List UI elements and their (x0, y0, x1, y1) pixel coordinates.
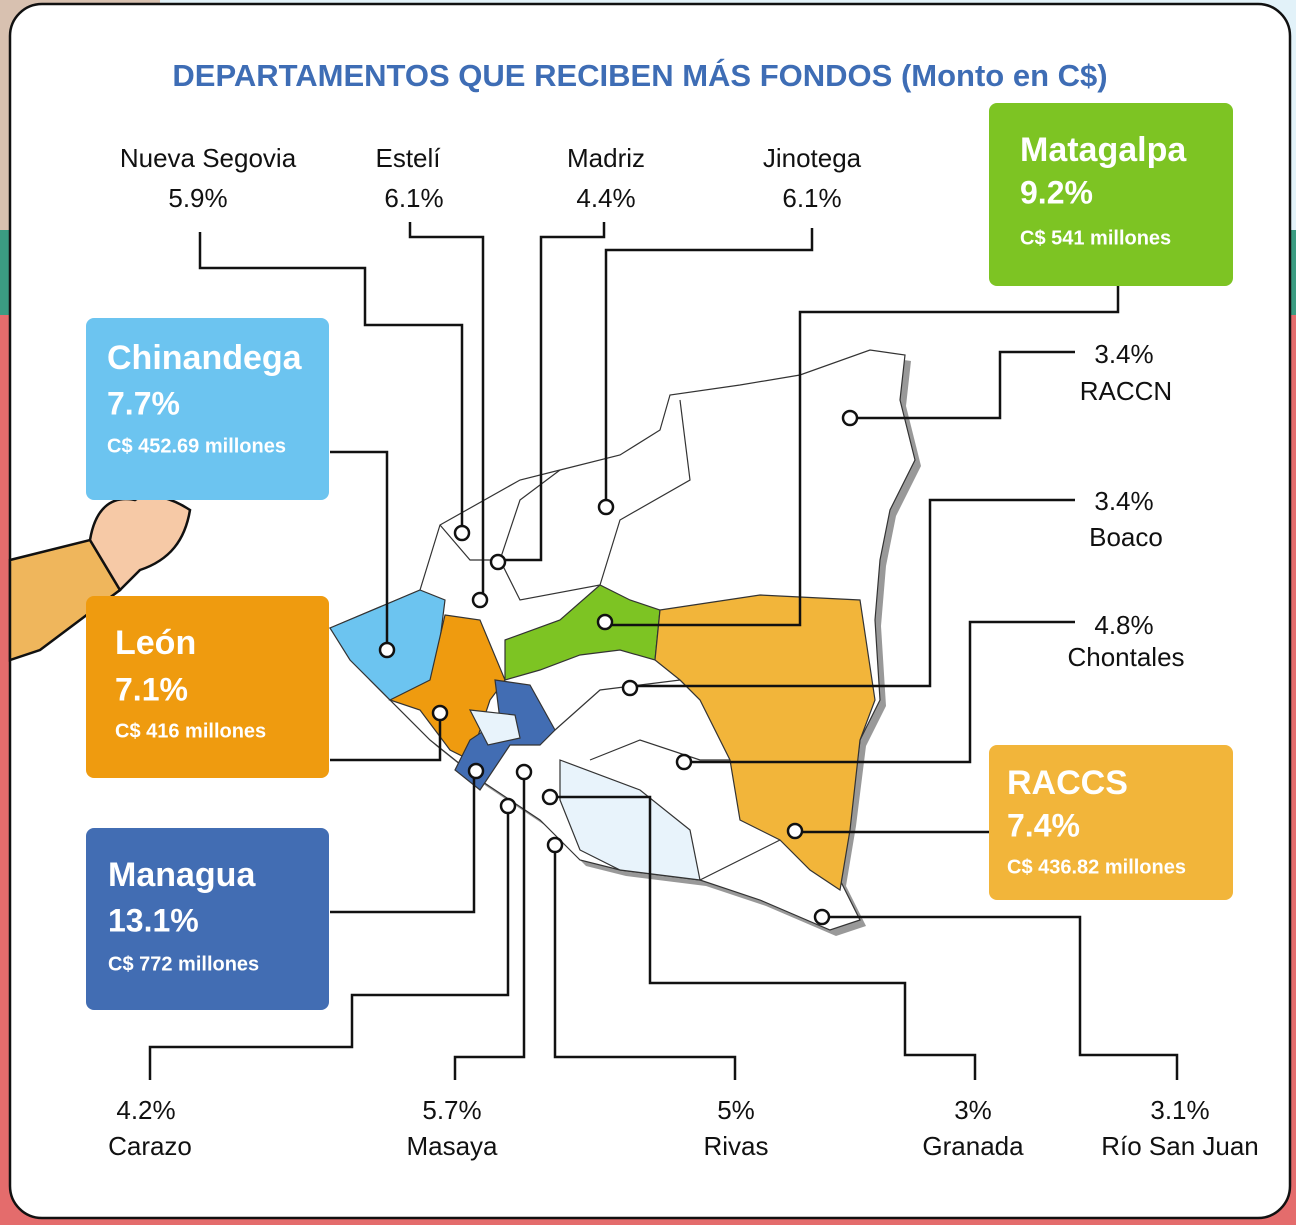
highlight-box (989, 103, 1233, 286)
highlight-box (86, 318, 329, 500)
hand-illustration (8, 494, 192, 662)
leader-line (605, 286, 1120, 627)
markers (378, 409, 859, 926)
leader-line (148, 806, 510, 1080)
highlight-matagalpa: Matagalpa 9.2% C$ 541 millones (989, 103, 1233, 286)
department-name: RACCS (1007, 764, 1128, 802)
marker (515, 763, 533, 781)
leader-line (822, 915, 1179, 1080)
department-name: León (115, 624, 196, 662)
marker (546, 836, 564, 854)
leader-line (684, 620, 1075, 764)
department-share: 4.2% (116, 1095, 175, 1125)
highlight-leon: León 7.1% C$ 416 millones (86, 596, 329, 778)
department-share: 4.8% (1094, 610, 1153, 640)
region-border (499, 399, 691, 601)
department-name: Managua (108, 856, 256, 894)
marker (467, 762, 485, 780)
region-border (589, 739, 730, 761)
leader-line (198, 232, 464, 533)
leader-line (330, 713, 442, 762)
department-share: 6.1% (782, 183, 841, 213)
department-name: Rivas (703, 1131, 768, 1161)
marker (813, 908, 831, 926)
leader-line (330, 450, 389, 650)
highlight-raccs: RACCS 7.4% C$ 436.82 millones (989, 745, 1233, 900)
marker (621, 679, 639, 697)
department-share: 3.4% (1094, 486, 1153, 516)
leader-line (850, 350, 1075, 420)
department-name: Chinandega (107, 339, 303, 377)
lake-managua (468, 709, 521, 746)
marker (541, 788, 559, 806)
department-name: Estelí (375, 143, 441, 173)
leader-line (553, 845, 737, 1080)
department-amount: C$ 436.82 millones (1007, 856, 1186, 878)
leader-lines (148, 222, 1179, 1080)
department-amount: C$ 772 millones (108, 953, 259, 975)
marker (596, 613, 614, 631)
marker (786, 822, 804, 840)
leader-line (550, 795, 977, 1080)
highlight-chinandega: Chinandega 7.7% C$ 452.69 millones (86, 318, 329, 500)
region-leon (388, 614, 506, 761)
marker (597, 498, 615, 516)
department-name: Matagalpa (1020, 131, 1187, 169)
leader-line (630, 498, 1075, 688)
department-name: Masaya (406, 1131, 498, 1161)
department-name: Río San Juan (1101, 1131, 1259, 1161)
highlight-box (86, 596, 329, 778)
department-name: Madriz (567, 143, 645, 173)
department-share: 3% (954, 1095, 992, 1125)
department-name: Jinotega (763, 143, 862, 173)
department-share: 5% (717, 1095, 755, 1125)
marker (453, 524, 471, 542)
department-amount: C$ 452.69 millones (107, 435, 286, 457)
marker (378, 641, 396, 659)
leader-line (498, 222, 606, 562)
department-amount: C$ 541 millones (1020, 227, 1171, 249)
highlight-box (989, 745, 1233, 900)
marker (675, 753, 693, 771)
department-share: 13.1% (108, 902, 199, 938)
highlight-managua: Managua 13.1% C$ 772 millones (86, 828, 329, 1010)
department-share: 3.1% (1150, 1095, 1209, 1125)
highlight-box (86, 828, 329, 1010)
department-name: Boaco (1089, 522, 1163, 552)
department-share: 5.9% (168, 183, 227, 213)
leader-line (408, 222, 485, 600)
department-share: 7.7% (107, 385, 180, 421)
marker (841, 409, 859, 427)
department-share: 7.4% (1007, 807, 1080, 843)
department-share: 3.4% (1094, 339, 1153, 369)
marker (431, 704, 449, 722)
leader-line (604, 228, 814, 507)
department-name: Carazo (108, 1131, 192, 1161)
department-share: 6.1% (384, 183, 443, 213)
leader-line (330, 771, 476, 914)
department-share: 4.4% (576, 183, 635, 213)
department-name: RACCN (1080, 376, 1172, 406)
title: DEPARTAMENTOS QUE RECIBEN MÁS FONDOS (Mo… (172, 58, 1107, 93)
department-share: 9.2% (1020, 174, 1093, 210)
department-share: 5.7% (422, 1095, 481, 1125)
department-name: Chontales (1067, 642, 1184, 672)
map (329, 349, 921, 936)
marker (489, 553, 507, 571)
leader-line (453, 772, 526, 1080)
department-name: Nueva Segovia (120, 143, 297, 173)
department-name: Granada (922, 1131, 1024, 1161)
labels: Nueva Segovia 5.9% Estelí 6.1% Madriz 4.… (108, 143, 1259, 1161)
department-amount: C$ 416 millones (115, 720, 266, 742)
marker (499, 797, 517, 815)
marker (471, 591, 489, 609)
region-border (699, 839, 781, 881)
department-share: 7.1% (115, 671, 188, 707)
